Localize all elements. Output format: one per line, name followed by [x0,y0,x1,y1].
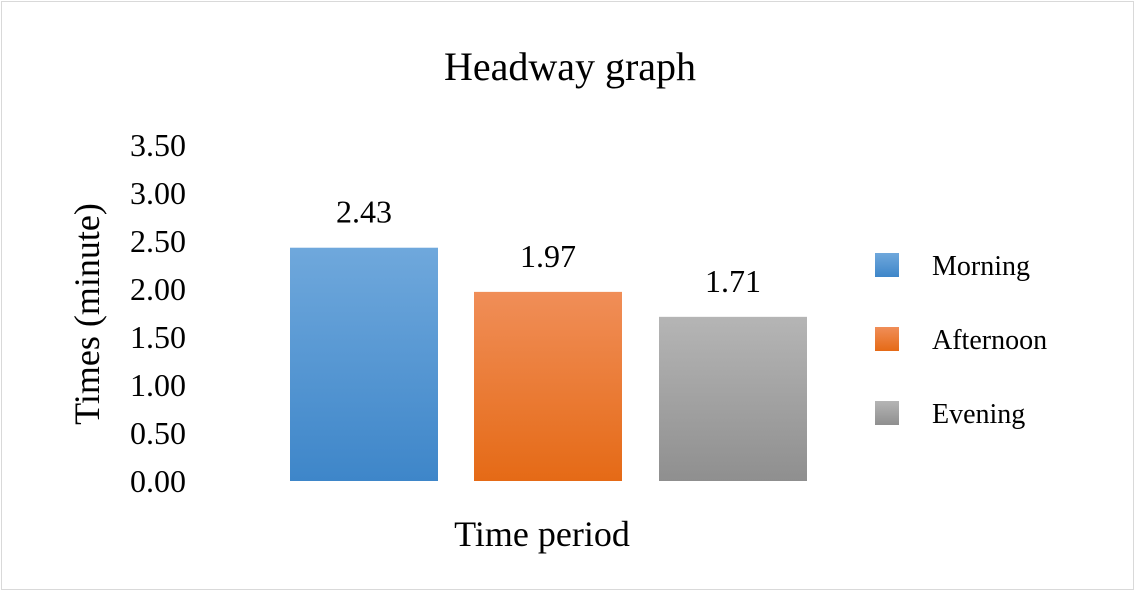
y-axis-ticks: 0.00 0.50 1.00 1.50 2.00 2.50 3.00 3.50 [130,127,186,499]
bar-value-label-evening: 1.71 [705,263,761,299]
bar-value-labels: 2.43 1.97 1.71 [336,194,761,299]
bar-value-label-morning: 2.43 [336,194,392,230]
bars-group [290,247,807,481]
x-axis-label: Time period [454,514,630,554]
legend-label-afternoon: Afternoon [932,325,1047,356]
bar-afternoon [474,291,622,481]
y-tick-label: 2.50 [130,223,186,259]
legend-swatch-morning [875,253,899,277]
y-tick-label: 0.00 [130,463,186,499]
y-tick-label: 0.50 [130,415,186,451]
legend-label-evening: Evening [932,399,1025,430]
y-tick-label: 2.00 [130,271,186,307]
bar-evening [659,316,807,481]
bar-morning [290,247,438,481]
legend-swatch-afternoon [875,327,899,351]
bar-value-label-afternoon: 1.97 [520,238,576,274]
y-tick-label: 1.00 [130,367,186,403]
y-tick-label: 3.00 [130,175,186,211]
legend: Morning Afternoon Evening [875,251,1047,430]
y-axis-label: Times (minute) [67,203,107,425]
y-tick-label: 3.50 [130,127,186,163]
legend-swatch-evening [875,401,899,425]
y-tick-label: 1.50 [130,319,186,355]
chart-title: Headway graph [444,44,696,89]
legend-label-morning: Morning [932,251,1030,282]
